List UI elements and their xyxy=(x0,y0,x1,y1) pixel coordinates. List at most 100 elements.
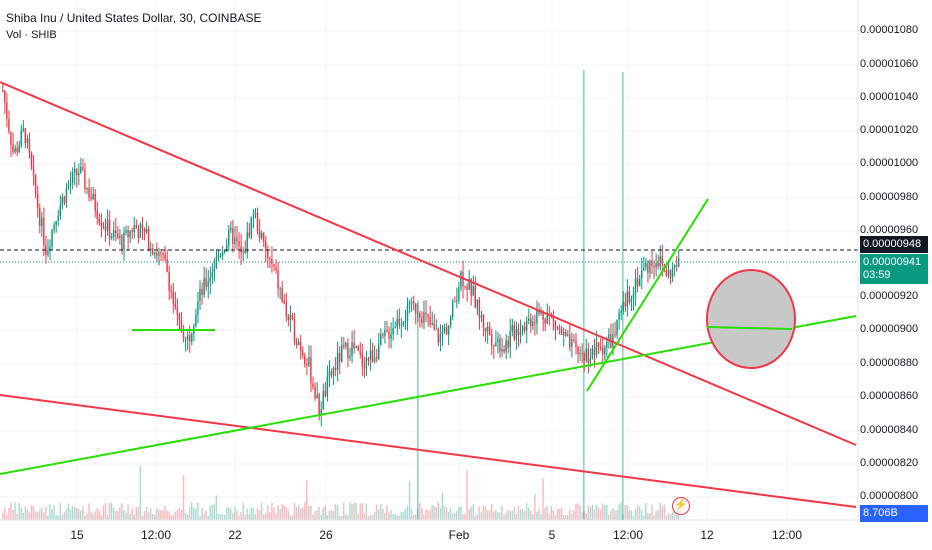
candle-body xyxy=(367,357,370,361)
candle-body xyxy=(575,340,577,348)
volume-bar xyxy=(191,502,193,520)
candle-body xyxy=(651,260,653,266)
volume-bar xyxy=(230,509,232,520)
volume-bar xyxy=(334,504,337,520)
volume-bar xyxy=(6,514,8,520)
volume-bar xyxy=(480,511,483,520)
volume-bar xyxy=(310,505,312,520)
volume-bar xyxy=(628,509,631,520)
candle-body xyxy=(595,342,598,356)
volume-bar xyxy=(556,509,559,520)
time-axis-label: 5 xyxy=(548,528,556,542)
candle-body xyxy=(347,342,349,359)
volume-bar xyxy=(203,513,205,520)
volume-bar xyxy=(213,504,216,520)
volume-bar xyxy=(375,504,378,520)
candle-body xyxy=(28,138,31,153)
candle-body xyxy=(365,357,368,369)
volume-bar xyxy=(550,506,553,520)
volume-bar xyxy=(289,515,292,520)
candle-body xyxy=(65,188,68,203)
candle-body xyxy=(293,318,296,342)
candle-body xyxy=(441,332,444,334)
volume-bar xyxy=(589,507,592,520)
candle-body xyxy=(603,347,606,355)
volume-bar xyxy=(69,509,72,520)
candle-body xyxy=(443,327,446,333)
volume-bar xyxy=(16,513,18,520)
volume-bar xyxy=(94,511,96,520)
volume-bar xyxy=(493,511,495,520)
candle-body xyxy=(47,249,49,255)
candle-body xyxy=(408,302,411,305)
volume-bar xyxy=(509,510,511,520)
volume-bar xyxy=(380,504,382,520)
candle-body xyxy=(425,312,427,315)
volume-bar xyxy=(423,514,425,520)
volume-bar xyxy=(75,508,78,520)
price-axis-label: 0.00000860 xyxy=(860,390,919,402)
candle-body xyxy=(478,299,481,318)
volume-bar xyxy=(546,505,548,520)
volume-bar xyxy=(626,505,629,520)
volume-bar xyxy=(121,503,123,520)
candle-body xyxy=(92,193,94,199)
volume-bar xyxy=(488,509,491,520)
candle-body xyxy=(230,227,232,231)
volume-bar xyxy=(281,504,283,520)
candle-body xyxy=(211,272,214,278)
volume-bar xyxy=(63,511,66,520)
candle-body xyxy=(649,260,651,273)
volume-bar xyxy=(587,505,589,520)
candle-body xyxy=(8,118,10,132)
candle-body xyxy=(158,252,160,257)
candle-body xyxy=(534,321,536,324)
candle-body xyxy=(343,345,345,347)
volume-bar xyxy=(595,504,598,520)
volume-bar xyxy=(228,507,230,520)
candle-body xyxy=(353,342,355,349)
candle-body xyxy=(486,326,489,332)
candle-body xyxy=(271,258,273,265)
candle-body xyxy=(301,351,304,356)
volume-bar xyxy=(464,513,466,520)
candle-body xyxy=(460,271,462,288)
volume-bar xyxy=(449,507,452,520)
volume-bar xyxy=(503,514,505,520)
candle-body xyxy=(355,346,357,349)
candle-body xyxy=(51,229,53,247)
volume-bar xyxy=(373,511,376,520)
candle-body xyxy=(43,217,45,245)
volume-bar xyxy=(184,512,187,520)
candle-body xyxy=(384,330,386,336)
volume-bar xyxy=(371,515,374,520)
volume-bar xyxy=(156,508,158,520)
volume-bar xyxy=(117,510,119,520)
candle-body xyxy=(248,232,250,237)
volume-bar xyxy=(55,514,57,520)
volume-bar xyxy=(382,508,384,520)
volume-bar xyxy=(558,508,561,520)
candle-body xyxy=(88,187,90,198)
volume-bar xyxy=(164,505,166,520)
chart-title: Shiba Inu / United States Dollar, 30, CO… xyxy=(6,11,262,25)
candle-body xyxy=(330,371,333,376)
volume-bar xyxy=(139,466,142,520)
volume-bar xyxy=(262,514,265,520)
volume-bar xyxy=(468,509,470,520)
candle-body xyxy=(299,341,302,352)
volume-bar xyxy=(632,515,635,520)
candle-body xyxy=(488,326,491,335)
volume-bar xyxy=(495,510,497,520)
flash-icon[interactable]: ⚡ xyxy=(672,497,690,515)
candle-body xyxy=(466,286,468,290)
candle-body xyxy=(139,224,142,238)
candle-body xyxy=(410,301,413,303)
candle-body xyxy=(406,304,409,321)
volume-bars xyxy=(2,70,680,520)
candle-body xyxy=(250,216,253,237)
candle-body xyxy=(657,263,659,267)
candle-body xyxy=(328,371,331,377)
volume-bar xyxy=(232,513,234,520)
